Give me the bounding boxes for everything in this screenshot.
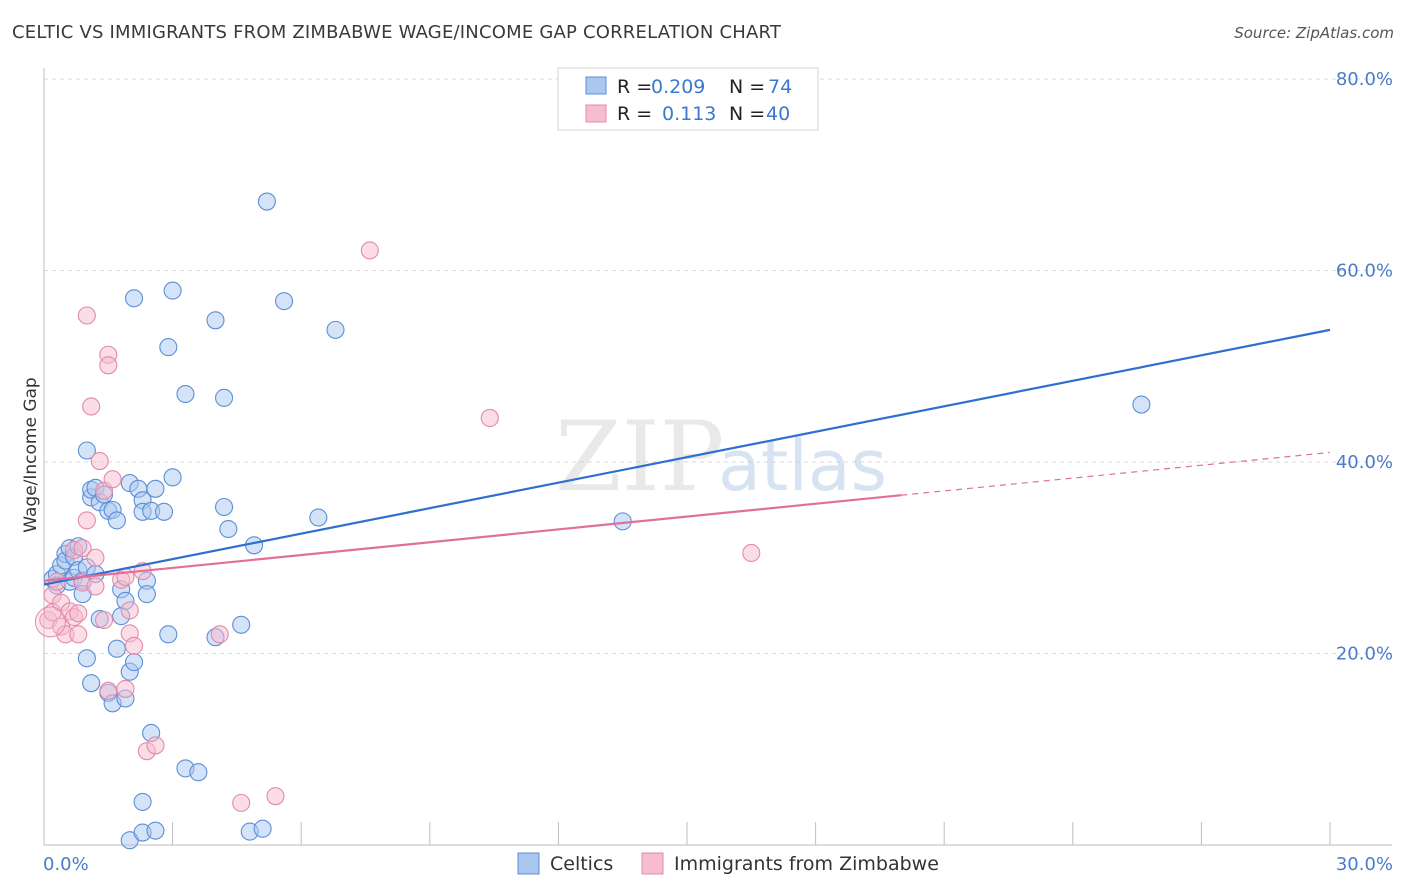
celtics-point [219,519,238,539]
y-axis-label: Wage/Income Gap [21,377,41,532]
celtics-point [159,625,178,644]
zimbabwe-trend-line [43,494,902,582]
celtics-point [326,320,345,339]
celtics-point [77,649,96,668]
legend-n-value-2: 40 [766,103,790,125]
celtics-point [82,674,101,693]
celtics-point [146,479,165,498]
chart-title: CELTIC VS IMMIGRANTS FROM ZIMBABWE WAGE/… [12,22,782,43]
celtics-points [43,192,1151,850]
tick-labels: 20.0% 40.0% 60.0% 80.0% 0.0% 30.0% [43,69,1393,875]
celtics-point [163,281,182,300]
legend-r-label-2: R = [617,103,652,125]
zimbabwe-point [124,636,144,655]
zimbabwe-point [99,356,118,375]
stats-legend: R = 0.209 N = 74 R = 0.113 N = 40 [557,67,819,131]
celtics-point [146,821,165,840]
y-tick-label: 40.0% [1336,452,1393,473]
celtics-point [163,468,182,487]
celtics-point [124,653,144,672]
series-legend-zimbabwe: Immigrants from Zimbabwe [674,853,939,875]
zimbabwe-point [82,397,101,416]
celtics-point [107,639,126,658]
celtics-point [257,192,276,211]
zimbabwe-points [34,241,761,812]
zimbabwe-point [360,241,379,260]
gridlines [44,78,1392,654]
celtics-point [214,497,234,517]
series-legend-celtics: Celtics [550,853,613,875]
celtics-point [189,763,208,782]
celtics-point [137,585,156,604]
zimbabwe-point [86,577,105,596]
zimbabwe-point [116,679,135,698]
zimbabwe-point [742,543,761,563]
axes [43,68,1392,846]
zimbabwe-point [146,736,165,755]
zimbabwe-point [94,610,114,630]
zimbabwe-trend-line-extension [901,451,1331,496]
series-legend-swatch-celtics [517,852,540,875]
legend-swatch-zimbabwe [585,104,607,123]
celtics-point [159,338,178,357]
celtics-point [309,508,328,527]
zimbabwe-point [69,604,88,623]
legend-r-value-1: 0.209 [651,76,705,98]
legend-n-label-1: N = [729,76,765,98]
zimbabwe-point [69,625,88,644]
zimbabwe-point [86,548,105,567]
zimbabwe-point-cluster [34,606,66,638]
celtics-point [244,536,264,555]
zimbabwe-point [73,539,92,558]
zimbabwe-point [103,470,122,489]
celtics-point [176,384,195,404]
zimbabwe-point [210,625,229,644]
celtics-point [124,289,144,308]
x-tick-label: 0.0% [43,854,89,875]
watermark-zip: ZIP [555,401,724,513]
y-tick-label: 80.0% [1336,69,1393,90]
celtics-point [214,388,234,407]
celtics-point [206,311,225,330]
celtics-point [133,792,152,811]
zimbabwe-point [90,451,109,471]
series-legend-swatch-zimbabwe [641,852,664,875]
celtics-trend-line [43,328,1331,586]
celtics-point [77,441,96,460]
celtics-point [107,511,126,530]
zimbabwe-point [232,793,251,812]
celtics-point [154,502,174,521]
zimbabwe-point [266,787,285,806]
legend-r-label-1: R = [617,76,652,98]
x-tick-label: 30.0% [1336,854,1393,875]
celtics-point [253,819,272,838]
zimbabwe-point [77,511,96,530]
zimbabwe-point [480,408,499,428]
legend-n-label-2: N = [729,103,765,125]
zimbabwe-point [120,601,139,620]
trend-lines [43,328,1331,586]
legend-r-value-2: 0.113 [662,103,716,125]
celtics-point [232,615,251,634]
celtics-point [275,292,294,311]
source-credit: Source: ZipAtlas.com [1234,24,1394,42]
zimbabwe-point [77,306,96,325]
watermark-atlas: atlas [718,425,887,507]
legend-n-value-1: 74 [768,76,792,98]
series-legend: Celtics Immigrants from Zimbabwe [517,852,939,875]
zimbabwe-point [99,681,118,700]
celtics-point [1132,395,1151,414]
y-tick-label: 60.0% [1336,261,1393,282]
legend-swatch-celtics [585,76,607,95]
y-tick-label: 20.0% [1336,644,1393,665]
